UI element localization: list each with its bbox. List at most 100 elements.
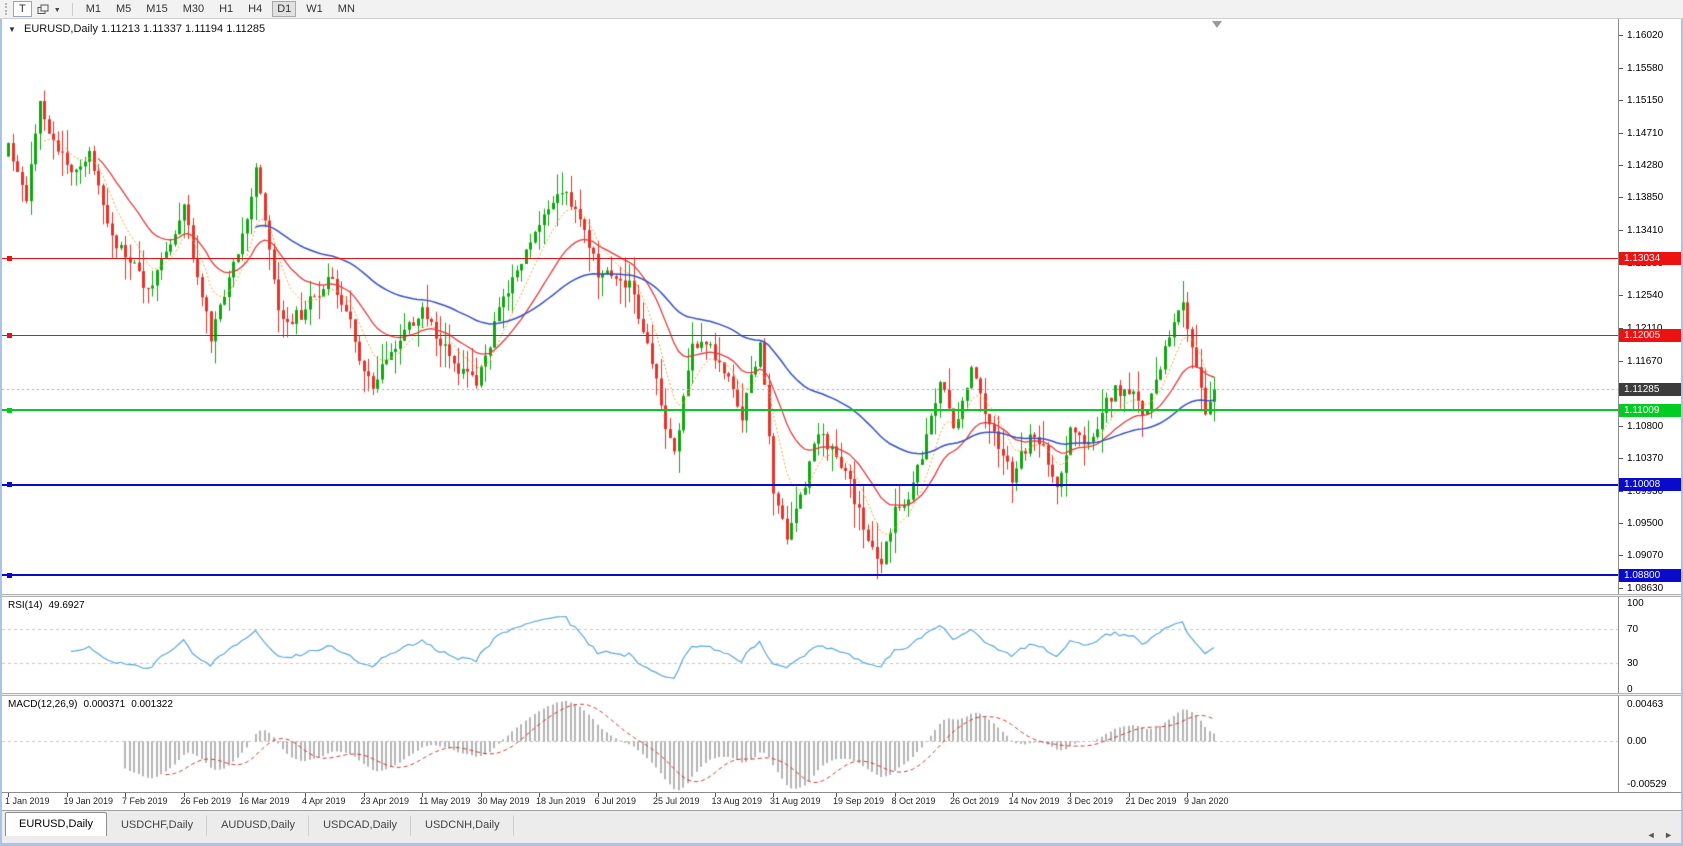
timeline-date-label: 31 Aug 2019 <box>770 796 821 806</box>
price-axis-label: 1.14710 <box>1627 128 1664 139</box>
window-footer <box>2 836 1681 843</box>
price-axis-label: 1.15150 <box>1627 95 1664 107</box>
price-axis-tick <box>1619 327 1623 329</box>
timeline-date-label: 19 Jan 2019 <box>63 796 114 806</box>
macd-signal-value: 0.001322 <box>131 699 173 710</box>
timeline-tick <box>242 793 243 797</box>
timeframe-button-m30[interactable]: M30 <box>178 1 209 17</box>
price-level-badge: 1.13034 <box>1619 252 1683 265</box>
timeframe-button-w1[interactable]: W1 <box>301 1 328 17</box>
price-axis-tick <box>1619 425 1623 427</box>
macd-panel-canvas[interactable] <box>2 696 1618 792</box>
timeline-tick <box>66 793 68 797</box>
rsi-axis-label: 70 <box>1627 623 1639 635</box>
tab-scroll-right-button[interactable]: ► <box>1664 830 1673 840</box>
chart-tab-audusd[interactable]: AUDUSD,Daily <box>207 815 310 836</box>
timeline-tick <box>363 793 365 797</box>
timeline-date-label: 9 Jan 2020 <box>1184 796 1229 806</box>
timeline-date-label: 26 Feb 2019 <box>180 796 232 806</box>
chart-template-dropdown-button[interactable]: ▼ <box>32 1 66 17</box>
price-axis-label: 1.09070 <box>1627 550 1664 562</box>
macd-indicator-label: MACD(12,26,9) 0.000371 0.001322 <box>8 699 173 710</box>
chart-tab-usdchf[interactable]: USDCHF,Daily <box>107 815 208 836</box>
price-axis-tick <box>1619 360 1623 362</box>
timeline-tick <box>305 793 306 797</box>
chart-tab-usdcnh[interactable]: USDCNH,Daily <box>411 815 514 836</box>
rsi-panel-canvas[interactable] <box>2 597 1618 693</box>
price-level-line[interactable] <box>2 258 1618 259</box>
timeframes-toolbar: T ▼ M1 M5 M15 M30 H1 H4 D1 W1 MN <box>0 0 1683 19</box>
chart-title: ▼ EURUSD,Daily 1.11213 1.11337 1.11194 1… <box>8 23 265 35</box>
chart-shift-marker-icon[interactable] <box>1212 21 1222 28</box>
timeframe-button-d1[interactable]: D1 <box>272 1 297 17</box>
price-axis-label: 1.08630 <box>1627 583 1664 594</box>
one-click-trading-icon[interactable]: ▼ <box>8 25 16 34</box>
chart-tab-bar: EURUSD,Daily USDCHF,Daily AUDUSD,Daily USDC… <box>2 810 1681 836</box>
timeframe-button-h1[interactable]: H1 <box>214 1 238 17</box>
price-level-line[interactable] <box>2 409 1618 411</box>
timeline-date-label: 4 Apr 2019 <box>302 796 346 806</box>
price-axis-label: 1.10800 <box>1627 420 1664 432</box>
price-level-badge: 1.10008 <box>1619 478 1683 492</box>
timeline-date-label: 13 Aug 2019 <box>711 796 763 806</box>
timeline-date-label: 21 Dec 2019 <box>1125 796 1177 806</box>
price-axis-tick <box>1619 230 1623 232</box>
timeline-tick <box>773 793 774 797</box>
rsi-axis-label: 100 <box>1627 598 1644 609</box>
timeline-tick <box>422 793 423 797</box>
macd-panel-resize-handle[interactable] <box>2 693 1681 696</box>
timeline-tick <box>953 793 954 797</box>
macd-main-value: 0.000371 <box>83 699 126 710</box>
timeframe-button-h4[interactable]: H4 <box>243 1 267 17</box>
tab-scroll-left-button[interactable]: ◄ <box>1646 830 1656 840</box>
level-line-handle[interactable] <box>7 482 12 488</box>
timeframe-button-m1[interactable]: M1 <box>81 1 106 17</box>
chart-tab-usdcad[interactable]: USDCAD,Daily <box>309 815 412 836</box>
price-axis-tick <box>1619 588 1623 589</box>
price-axis-label: 1.12110 <box>1627 323 1662 334</box>
timeframe-button-m5[interactable]: M5 <box>111 1 136 17</box>
price-axis-label: 1.14280 <box>1627 160 1664 172</box>
timeline-tick <box>656 793 657 797</box>
timeframe-button-m15[interactable]: M15 <box>141 1 172 17</box>
timeline-tick <box>8 793 9 797</box>
tick-chart-button[interactable]: T <box>13 1 32 17</box>
timeframe-button-mn[interactable]: MN <box>333 1 360 17</box>
rsi-value: 49.6927 <box>48 600 85 611</box>
timeline-date-label: 7 Feb 2019 <box>122 796 168 806</box>
chart-symbol-label: EURUSD,Daily <box>23 23 98 35</box>
price-level-line[interactable] <box>2 483 1618 486</box>
price-level-badge: 1.12005 <box>1619 329 1683 342</box>
timeline-date-label: 26 Oct 2019 <box>950 796 1000 806</box>
chart-tab-eurusd[interactable]: EURUSD,Daily <box>5 812 107 836</box>
price-axis-label: 1.12540 <box>1627 290 1664 302</box>
window-frame-right <box>1681 19 1683 846</box>
level-line-handle[interactable] <box>7 333 12 338</box>
rsi-indicator-label: RSI(14) 49.6927 <box>8 600 85 611</box>
timeline-tick <box>183 793 185 797</box>
level-line-handle[interactable] <box>7 407 12 413</box>
chart-template-icon <box>37 3 52 15</box>
price-level-line[interactable] <box>2 335 1618 336</box>
price-axis-tick <box>1619 295 1623 297</box>
timeline-tick <box>539 793 540 797</box>
price-level-line[interactable] <box>2 574 1618 577</box>
toolbar-drag-handle[interactable] <box>5 3 8 15</box>
timeline-tick <box>714 793 716 797</box>
level-line-handle[interactable] <box>7 256 12 261</box>
timeline-date-label: 14 Nov 2019 <box>1008 796 1060 806</box>
timeline-date-label: 23 Apr 2019 <box>360 796 410 806</box>
rsi-name: RSI(14) <box>8 600 43 611</box>
rsi-axis-label: 0 <box>1627 684 1633 695</box>
current-price-badge: 1.11285 <box>1619 382 1683 396</box>
timeline-tick <box>1128 793 1130 797</box>
level-line-handle[interactable] <box>7 572 12 578</box>
price-axis-label: 1.09500 <box>1627 517 1664 529</box>
time-axis[interactable] <box>2 792 1681 810</box>
price-axis-tick <box>1619 100 1623 102</box>
price-chart-canvas[interactable] <box>2 19 1618 594</box>
price-axis-tick <box>1619 35 1623 36</box>
rsi-panel-resize-handle[interactable] <box>2 594 1681 597</box>
price-axis-tick <box>1619 555 1623 557</box>
